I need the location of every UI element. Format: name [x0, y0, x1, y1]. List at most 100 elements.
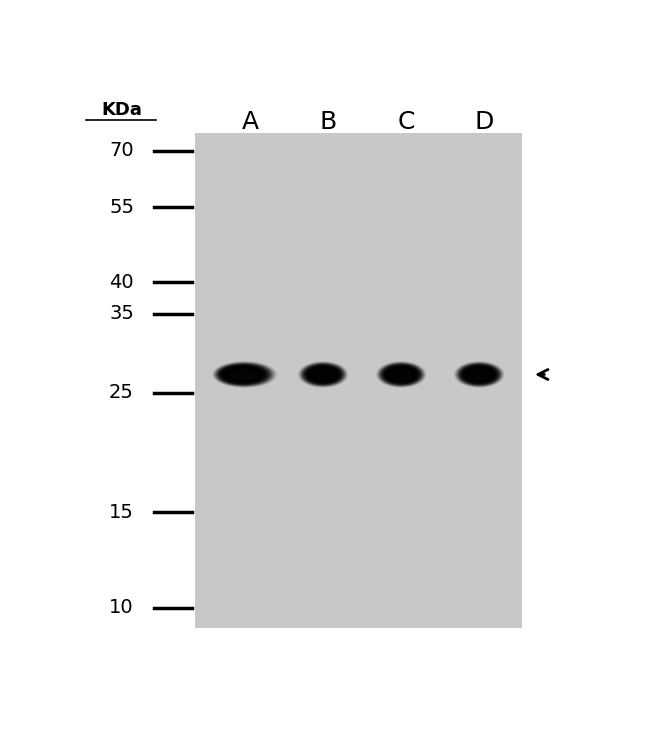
Ellipse shape: [392, 369, 410, 379]
Ellipse shape: [304, 364, 342, 385]
Ellipse shape: [224, 367, 259, 382]
Ellipse shape: [230, 370, 252, 379]
Ellipse shape: [474, 372, 484, 377]
Ellipse shape: [463, 366, 495, 383]
Ellipse shape: [234, 372, 246, 377]
Ellipse shape: [216, 363, 271, 386]
Ellipse shape: [383, 365, 419, 384]
Text: B: B: [319, 110, 337, 134]
Ellipse shape: [308, 366, 338, 382]
Ellipse shape: [232, 371, 249, 378]
Ellipse shape: [471, 370, 488, 379]
Ellipse shape: [226, 368, 257, 381]
Ellipse shape: [465, 367, 493, 382]
Ellipse shape: [302, 363, 344, 386]
Ellipse shape: [315, 370, 332, 379]
Text: 55: 55: [109, 198, 134, 217]
Ellipse shape: [213, 361, 277, 388]
Ellipse shape: [299, 362, 347, 388]
Ellipse shape: [396, 372, 406, 377]
Ellipse shape: [220, 365, 265, 384]
Ellipse shape: [458, 363, 501, 386]
Ellipse shape: [300, 362, 346, 387]
Ellipse shape: [305, 365, 341, 384]
Ellipse shape: [322, 374, 324, 376]
Ellipse shape: [381, 363, 422, 385]
Ellipse shape: [389, 368, 413, 381]
Ellipse shape: [227, 369, 256, 381]
Ellipse shape: [320, 373, 326, 376]
Ellipse shape: [462, 365, 497, 384]
Ellipse shape: [468, 369, 491, 381]
Ellipse shape: [400, 374, 402, 376]
Ellipse shape: [395, 371, 408, 378]
Ellipse shape: [458, 363, 501, 386]
Ellipse shape: [226, 368, 259, 382]
Ellipse shape: [307, 366, 339, 383]
Ellipse shape: [222, 366, 264, 383]
Ellipse shape: [393, 370, 410, 379]
Ellipse shape: [473, 371, 486, 378]
Ellipse shape: [224, 367, 261, 382]
Text: A: A: [241, 110, 259, 134]
Ellipse shape: [312, 369, 334, 381]
Ellipse shape: [465, 367, 493, 382]
Text: KDa: KDa: [101, 101, 142, 119]
Ellipse shape: [476, 373, 482, 376]
Ellipse shape: [400, 374, 402, 375]
Ellipse shape: [377, 362, 425, 388]
Ellipse shape: [229, 369, 254, 380]
Ellipse shape: [385, 366, 418, 383]
Ellipse shape: [391, 369, 411, 380]
Ellipse shape: [219, 364, 268, 385]
Ellipse shape: [454, 361, 504, 388]
Ellipse shape: [466, 368, 492, 382]
Ellipse shape: [304, 364, 343, 385]
Ellipse shape: [315, 370, 331, 379]
Ellipse shape: [238, 374, 240, 375]
Ellipse shape: [314, 369, 332, 379]
Ellipse shape: [461, 365, 497, 384]
Ellipse shape: [235, 372, 244, 376]
Ellipse shape: [459, 363, 500, 385]
Ellipse shape: [478, 374, 481, 376]
Text: D: D: [474, 110, 494, 134]
Ellipse shape: [318, 372, 328, 377]
Ellipse shape: [397, 372, 405, 376]
Ellipse shape: [455, 362, 503, 388]
Ellipse shape: [387, 367, 415, 382]
Ellipse shape: [309, 367, 337, 382]
Ellipse shape: [470, 369, 488, 379]
Ellipse shape: [390, 369, 412, 380]
Ellipse shape: [317, 371, 329, 378]
Ellipse shape: [464, 366, 495, 382]
Ellipse shape: [378, 362, 424, 387]
Ellipse shape: [378, 363, 424, 387]
Ellipse shape: [309, 367, 337, 382]
Ellipse shape: [475, 372, 483, 376]
Ellipse shape: [218, 364, 268, 385]
Ellipse shape: [236, 373, 244, 376]
Ellipse shape: [229, 369, 258, 380]
Ellipse shape: [222, 366, 263, 383]
Ellipse shape: [468, 369, 490, 380]
Ellipse shape: [215, 363, 273, 387]
Ellipse shape: [229, 369, 253, 379]
Text: 15: 15: [109, 503, 134, 522]
Ellipse shape: [477, 373, 482, 376]
Ellipse shape: [376, 361, 426, 388]
Ellipse shape: [469, 369, 490, 380]
Ellipse shape: [220, 365, 266, 384]
Text: 40: 40: [109, 273, 134, 291]
Ellipse shape: [399, 373, 404, 376]
Ellipse shape: [322, 374, 324, 375]
Ellipse shape: [227, 369, 255, 380]
Ellipse shape: [460, 364, 499, 385]
Ellipse shape: [478, 374, 480, 375]
Ellipse shape: [380, 363, 423, 386]
Ellipse shape: [311, 368, 335, 381]
Ellipse shape: [388, 368, 414, 382]
Ellipse shape: [463, 366, 496, 383]
Ellipse shape: [231, 370, 250, 379]
Ellipse shape: [233, 372, 247, 377]
